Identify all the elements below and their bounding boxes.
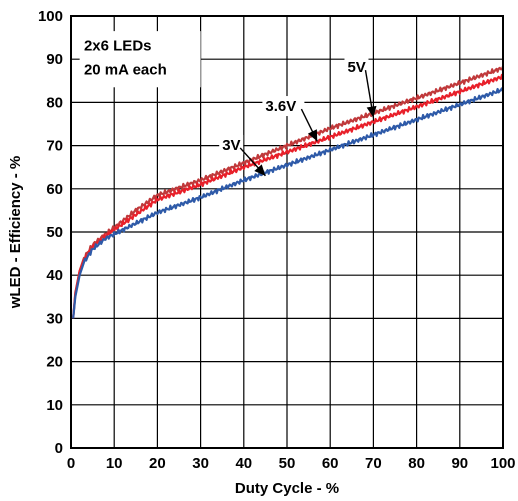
y-tick-label: 60 (46, 181, 63, 198)
annotation-line-1: 2x6 LEDs (84, 38, 152, 55)
x-tick-label: 80 (408, 455, 425, 472)
series-line-5v (72, 66, 505, 319)
x-tick-label: 70 (365, 455, 382, 472)
x-tick-label: 90 (451, 455, 468, 472)
y-tick-label: 70 (46, 138, 63, 155)
x-tick-label: 20 (149, 455, 166, 472)
curve-label-arrowhead (307, 129, 318, 142)
y-tick-label: 10 (46, 397, 63, 414)
x-tick-label: 60 (322, 455, 339, 472)
x-tick-label: 100 (490, 455, 515, 472)
annotation-box: 2x6 LEDs 20 mA each (79, 31, 201, 88)
curve-label-background (262, 96, 305, 117)
y-tick-label: 80 (46, 94, 63, 111)
plot-frame (70, 15, 504, 449)
x-tick-label: 30 (192, 455, 209, 472)
series-layer (72, 66, 505, 319)
x-tick-label: 40 (235, 455, 252, 472)
curve-label-background (219, 134, 244, 155)
curve-label: 3.6V (265, 98, 296, 115)
curve-label-arrowhead (254, 164, 266, 176)
x-tick-label: 0 (67, 455, 75, 472)
y-axis-label: wLED - Efficiency - % (7, 156, 24, 310)
x-tick-label: 10 (106, 455, 123, 472)
y-tick-label: 100 (38, 8, 63, 25)
curve-label-arrowhead (366, 105, 377, 118)
curve-label: 5V (347, 59, 365, 76)
tick-labels: 0 10 20 30 40 50 60 70 80 90 100 0 10 20 30 40 50 60 70 80 9… (38, 8, 516, 472)
y-tick-label: 50 (46, 224, 63, 241)
series-line-3-6v (72, 73, 504, 319)
y-tick-label: 0 (55, 440, 63, 457)
annotation-box-background (79, 31, 201, 88)
annotation-line-2: 20 mA each (84, 61, 167, 78)
y-tick-label: 30 (46, 310, 63, 327)
curve-labels: 5V 3.6V 3V (219, 57, 377, 177)
curve-label: 3V (222, 137, 240, 154)
series-line-3v (72, 87, 505, 319)
x-axis-label: Duty Cycle - % (235, 480, 339, 497)
y-tick-label: 20 (46, 354, 63, 371)
x-tick-label: 50 (279, 455, 296, 472)
y-tick-label: 90 (46, 51, 63, 68)
curve-label-background (344, 57, 369, 78)
y-tick-label: 40 (46, 267, 63, 284)
